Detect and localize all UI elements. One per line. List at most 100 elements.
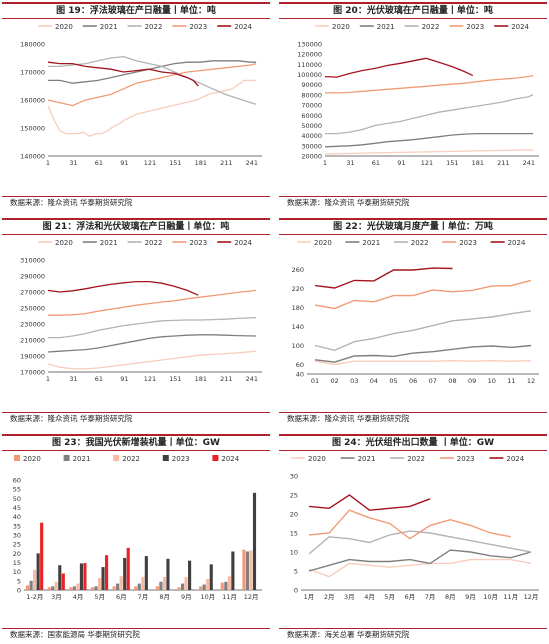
legend-label: 2024 [506, 455, 524, 463]
legend-label: 2021 [100, 239, 118, 247]
bar [29, 580, 33, 590]
x-tick-label: 8月 [445, 593, 456, 601]
y-tick-label: 10 [13, 568, 21, 576]
bar [134, 586, 138, 590]
legend-label: 2023 [189, 23, 207, 31]
bar [101, 567, 105, 590]
chart-panel-float-glass: 图 19：浮法玻璃在产日融量丨单位：吨 2020 2021 2022 2023 2024… [0, 0, 272, 208]
data-source: 数据来源：隆众资讯 华泰期货研究院 [287, 414, 410, 423]
bar [144, 556, 148, 590]
series-line-2020 [308, 558, 532, 578]
bar [72, 586, 76, 590]
line-chart-pv-glass: 2020 2021 2022 2023 2024 20000 30000 40000 50000… [297, 23, 539, 167]
x-tick-label: 151 [169, 375, 181, 383]
legend-label: 2020 [55, 23, 73, 31]
y-tick-label: 90000 [301, 81, 322, 89]
series-line-2024 [47, 280, 199, 296]
bar [26, 585, 30, 590]
chart-title: 图 20：光伏玻璃在产日融量丨单位：吨 [279, 2, 547, 19]
y-tick-label: 40000 [301, 132, 322, 140]
bar [242, 549, 246, 590]
legend-label: 2022 [411, 239, 429, 247]
y-tick-label: 170000 [20, 69, 45, 77]
legend-label: 2020 [314, 239, 332, 247]
x-tick-label: 05 [389, 377, 397, 385]
legend-label: 2023 [189, 239, 207, 247]
legend-label: 2021 [73, 455, 91, 463]
x-tick-label: 7月 [425, 593, 436, 601]
bar [224, 581, 228, 590]
y-tick-label: 45 [13, 504, 21, 512]
bar [40, 522, 44, 590]
bar-series-2021 [29, 551, 250, 590]
chart-panel-pv-glass-monthly: 图 22：光伏玻璃月度产量丨单位：万吨 2020 2021 2022 2023 2024… [277, 216, 549, 424]
x-tick-label: 03 [350, 377, 358, 385]
chart-panel-pv-glass: 图 20：光伏玻璃在产日融量丨单位：吨 2020 2021 2022 2023 2024… [277, 0, 549, 208]
bar [112, 586, 116, 590]
legend-label: 2022 [145, 23, 163, 31]
x-tick-label: 10月 [483, 593, 498, 601]
x-tick-label: 04 [370, 377, 378, 385]
legend-label: 2024 [508, 239, 526, 247]
data-source: 数据来源：隆众资讯 华泰期货研究院 [10, 198, 133, 207]
x-tick-label: 91 [120, 375, 128, 383]
y-tick-label: 130000 [297, 41, 322, 49]
x-tick-label: 09 [468, 377, 476, 385]
x-tick-label: 1-2月 [26, 593, 43, 601]
bar-series-2022 [33, 550, 253, 590]
x-tick-label: 9月 [181, 593, 192, 601]
x-tick-label: 4月 [364, 593, 375, 601]
bar [116, 583, 120, 590]
x-tick-label: 7月 [138, 593, 149, 601]
chart-panel-pv-installs: 图 23：我国光伏新增装机量丨单位：GW 2020 2021 2022 2023 202… [0, 432, 272, 640]
bar [47, 587, 51, 590]
x-tick-label: 61 [95, 375, 103, 383]
bar [231, 551, 235, 590]
x-tick-label: 2月 [324, 593, 335, 601]
legend-label: 2020 [308, 455, 326, 463]
legend-label: 2022 [407, 455, 425, 463]
y-tick-label: 250000 [20, 305, 45, 313]
bar [141, 577, 145, 590]
legend-label: 2021 [358, 455, 376, 463]
legend-swatch [14, 455, 20, 461]
x-tick-label: 241 [246, 159, 258, 167]
x-tick-label: 8月 [159, 593, 170, 601]
legend-swatch [113, 455, 120, 461]
series-line-2024 [308, 494, 431, 511]
x-tick-label: 07 [429, 377, 437, 385]
y-axis: 40 60 100 140 180 220 260 [292, 266, 304, 379]
series-line-2021 [47, 334, 257, 353]
x-tick-label: 1 [323, 159, 327, 167]
x-tick-label: 1 [46, 375, 50, 383]
x-tick-label: 02 [330, 377, 338, 385]
y-tick-label: 210000 [20, 337, 45, 345]
y-tick-label: 100000 [297, 71, 322, 79]
bar [97, 578, 102, 590]
x-tick-label: 6月 [405, 593, 416, 601]
line-chart-float-plus-pv: 2020 2021 2022 2023 2024 170000 190000 210000 23… [20, 239, 262, 383]
series-line-2022 [48, 55, 257, 105]
y-tick-label: 50 [13, 495, 21, 503]
series-line-2022 [325, 94, 534, 135]
chart-title: 图 22：光伏玻璃月度产量丨单位：万吨 [279, 218, 547, 235]
legend-swatch [162, 455, 169, 461]
legend-label: 2021 [377, 23, 395, 31]
bar [159, 581, 163, 590]
y-tick-label: 0 [17, 587, 21, 595]
legend-label: 2020 [23, 455, 41, 463]
chart-title: 图 24：光伏组件出口数量 丨单位：GW [279, 434, 547, 451]
bar [79, 563, 83, 590]
bar [188, 560, 192, 590]
series-line-2024 [314, 267, 453, 289]
bar [166, 558, 170, 590]
x-tick-label: 181 [195, 375, 207, 383]
legend-label: 2020 [55, 239, 73, 247]
y-tick-label: 220 [292, 285, 304, 293]
series-line-2021 [324, 132, 534, 148]
bar [126, 547, 130, 590]
legend-swatch [63, 455, 70, 461]
legend-label: 2023 [172, 455, 190, 463]
x-tick-label: 5月 [94, 593, 105, 601]
